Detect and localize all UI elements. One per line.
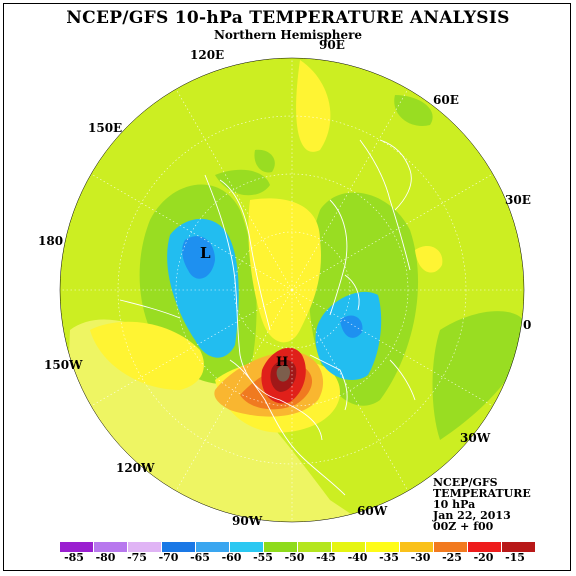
lon-label-30w: 30W xyxy=(460,431,491,445)
info-date: Jan 22, 2013 xyxy=(433,509,511,522)
lon-label-180: 180 xyxy=(38,234,64,248)
lon-label-0: 0 xyxy=(523,318,532,332)
lon-label-150e: 150E xyxy=(88,121,123,135)
colorbar-tick-label: -15 xyxy=(505,551,525,564)
colorbar-swatch xyxy=(366,542,400,552)
colorbar-tick-label: -55 xyxy=(253,551,273,564)
brown-core xyxy=(276,365,290,382)
colorbar-swatch xyxy=(298,542,332,552)
lon-label-60e: 60E xyxy=(433,93,459,107)
colorbar-tick-label: -65 xyxy=(190,551,210,564)
colorbar-tick-label: -60 xyxy=(221,551,242,564)
colorbar-tick-label: -80 xyxy=(95,551,116,564)
colorbar-swatch xyxy=(60,542,94,552)
green-patch-se xyxy=(432,311,524,440)
colorbar-tick-label: -30 xyxy=(410,551,431,564)
colorbar-swatch xyxy=(332,542,366,552)
low-marker: L xyxy=(200,244,211,262)
map-title: NCEP/GFS 10-hPa TEMPERATURE ANALYSIS xyxy=(66,8,510,28)
yellow-center xyxy=(248,198,321,343)
temperature-field xyxy=(60,58,524,522)
colorbar-swatch xyxy=(468,542,502,552)
colorbar-tick-label: -75 xyxy=(127,551,147,564)
green-patch-nw xyxy=(254,149,275,173)
colorbar-tick-label: -35 xyxy=(379,551,399,564)
colorbar-tick-label: -20 xyxy=(473,551,494,564)
colorbar-swatch xyxy=(162,542,196,552)
lon-label-120e: 120E xyxy=(190,48,225,62)
colorbar-tick-label: -70 xyxy=(158,551,179,564)
colorbar-tick-label: -45 xyxy=(316,551,336,564)
image-frame xyxy=(3,3,571,571)
coastlines xyxy=(119,139,416,496)
lon-label-150w: 150W xyxy=(44,358,83,372)
blue-pool-east xyxy=(340,315,363,338)
colorbar-tick-label: -50 xyxy=(284,551,305,564)
colorbar-tick-label: -85 xyxy=(64,551,84,564)
warm-belt-northeast xyxy=(296,60,331,152)
map-subtitle: Northern Hemisphere xyxy=(213,28,363,42)
colorbar-tick-label: -40 xyxy=(347,551,368,564)
colorbar-swatch xyxy=(128,542,162,552)
green-trough-north xyxy=(215,169,270,196)
colorbar-swatch xyxy=(196,542,230,552)
map-outline xyxy=(59,57,525,523)
lon-label-90w: 90W xyxy=(232,514,263,528)
info-level: 10 hPa xyxy=(433,498,476,511)
high-marker: H xyxy=(276,355,288,370)
graticule xyxy=(60,58,524,522)
blue-pool-west xyxy=(182,236,215,279)
colorbar xyxy=(60,542,536,552)
info-model: NCEP/GFS xyxy=(433,476,498,489)
info-cycle: 00Z + f00 xyxy=(433,520,494,533)
yellow-east-blob xyxy=(415,245,443,273)
colorbar-swatch xyxy=(230,542,264,552)
colorbar-swatch xyxy=(434,542,468,552)
lon-label-60w: 60W xyxy=(357,504,388,518)
info-field: TEMPERATURE xyxy=(433,487,531,500)
colorbar-tick-label: -25 xyxy=(442,551,462,564)
colorbar-swatch xyxy=(502,542,536,552)
colorbar-labels: -85 -80 -75 -70 -65 -60 -55 -50 -45 -40 -35 -30 -25-… xyxy=(60,551,525,565)
colorbar-swatch xyxy=(264,542,298,552)
lon-label-120w: 120W xyxy=(116,461,155,475)
yellow-west xyxy=(90,321,204,390)
colorbar-swatch xyxy=(94,542,128,552)
lon-label-90e: 90E xyxy=(319,38,345,52)
green-patch-ne xyxy=(394,95,433,126)
colorbar-swatch xyxy=(400,542,434,552)
info-block: NCEP/GFS TEMPERATURE 10 hPa Jan 22, 2013… xyxy=(433,477,531,532)
lon-label-30e: 30E xyxy=(505,193,531,207)
